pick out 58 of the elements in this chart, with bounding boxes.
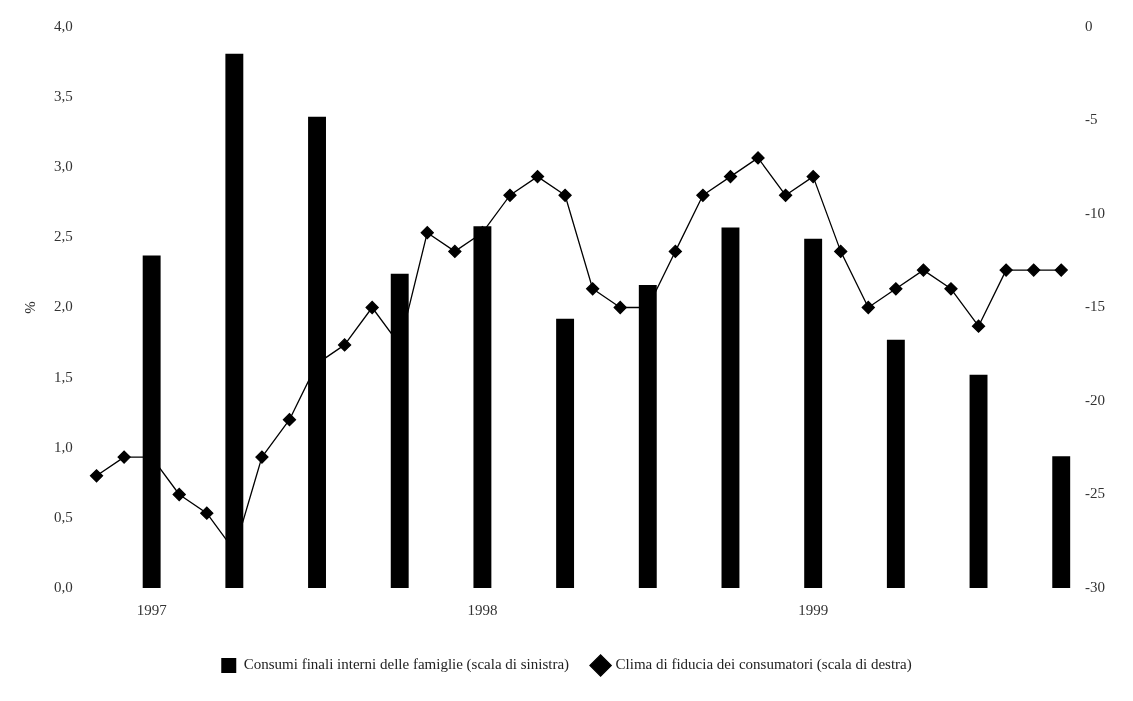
y2-tick-label: 0 [1085, 17, 1093, 34]
y2-tick-label: -20 [1085, 391, 1105, 408]
point [172, 487, 186, 502]
x-tick-label: 1997 [136, 601, 168, 618]
bar [804, 238, 823, 588]
y2-tick-label: -5 [1085, 111, 1098, 128]
point [420, 226, 434, 240]
point [255, 450, 269, 464]
x-tick-label: 1998 [467, 601, 498, 618]
point [696, 188, 710, 202]
y2-tick-label: -10 [1085, 204, 1105, 221]
point [778, 188, 793, 202]
point [282, 413, 297, 427]
point [586, 282, 600, 296]
y-tick-label: 2,0 [54, 298, 73, 315]
bar [556, 318, 575, 588]
y-tick-label: 0,0 [54, 578, 73, 595]
y-tick-label: 1,5 [54, 368, 73, 385]
point [613, 300, 627, 315]
bar [1052, 456, 1071, 588]
point [200, 506, 214, 520]
point [1027, 263, 1041, 277]
point [337, 338, 352, 352]
point [1054, 263, 1068, 277]
point [558, 188, 572, 202]
point [89, 469, 104, 483]
y-axis-title: % [21, 301, 38, 314]
point [861, 300, 875, 315]
point [530, 169, 545, 184]
point [834, 244, 848, 259]
y-tick-label: 2,5 [54, 228, 73, 245]
point [365, 300, 379, 315]
point [668, 244, 682, 259]
x-tick-label: 1999 [798, 601, 829, 618]
point [889, 282, 903, 296]
y-tick-label: 3,5 [54, 88, 73, 105]
legend-label: Clima di fiducia dei consumatori (scala di destra) [615, 656, 912, 674]
point [944, 282, 958, 296]
point [751, 151, 765, 165]
point [723, 169, 738, 184]
y2-tick-label: -25 [1085, 485, 1105, 502]
y2-tick-label: -30 [1085, 578, 1105, 595]
bar [969, 374, 988, 588]
point [806, 169, 820, 184]
bar [721, 227, 740, 588]
legend-label: Consumi finali interni delle famiglie (scala di sinistra) [243, 656, 570, 674]
y2-tick-label: -15 [1085, 298, 1105, 315]
bar [886, 339, 905, 588]
point [117, 450, 131, 464]
y-tick-label: 1,0 [54, 438, 73, 455]
point [916, 263, 931, 277]
point [999, 263, 1013, 277]
y-tick-label: 4,0 [54, 17, 73, 34]
point [971, 319, 986, 333]
point [503, 188, 517, 202]
y-tick-label: 3,0 [54, 158, 73, 175]
point [448, 244, 462, 259]
y-tick-label: 0,5 [54, 508, 73, 525]
